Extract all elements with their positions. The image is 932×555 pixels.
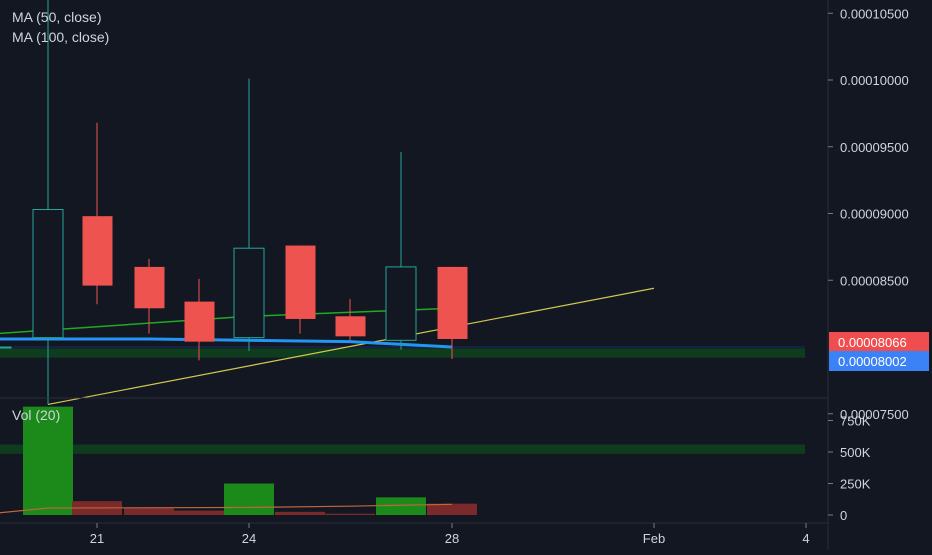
candle-body-down	[184, 301, 215, 342]
ma100-line	[0, 307, 453, 335]
volume-tick-label: 250K	[840, 477, 871, 492]
ma-price-tag	[829, 351, 929, 371]
candle-body-down	[82, 216, 113, 286]
volume-bar	[23, 406, 73, 515]
volume-tick-label: 0	[840, 508, 847, 523]
volume-legend-label: Vol (20)	[12, 407, 60, 423]
last-price-label: 0.00008066	[838, 335, 907, 350]
time-tick-label: 21	[90, 531, 104, 546]
price-pane[interactable]	[0, 0, 805, 454]
support-zone	[0, 348, 805, 358]
last-price-tag	[829, 332, 929, 352]
price-tick-label: 0.00010500	[840, 6, 909, 21]
time-tick-label: Feb	[643, 531, 665, 546]
trendline	[47, 287, 655, 405]
volume-bar	[224, 483, 274, 515]
volume-pane[interactable]	[0, 406, 477, 515]
volume-tick-label: 500K	[840, 445, 871, 460]
support-zone	[0, 444, 805, 454]
time-tick-label: 28	[445, 531, 459, 546]
volume-bar	[174, 510, 224, 515]
candle-body-down	[335, 316, 366, 337]
axes: 0.000130000.000125000.000120000.00011500…	[0, 0, 909, 550]
price-tags: 0.00008066 0.00008002	[829, 332, 929, 371]
time-tick-label: 24	[242, 531, 256, 546]
price-tick-label: 0.00009500	[840, 140, 909, 155]
candle-body-up	[233, 247, 265, 339]
candle-body-down	[134, 266, 165, 309]
volume-bar	[325, 513, 375, 515]
price-tick-label: 0.00008500	[840, 273, 909, 288]
volume-tick-label: 750K	[840, 414, 871, 429]
ma100-legend-label: MA (100, close)	[12, 29, 109, 45]
ma50-legend-label: MA (50, close)	[12, 9, 101, 25]
price-tick-label: 0.00010000	[840, 73, 909, 88]
ma-price-label: 0.00008002	[838, 354, 907, 369]
candle-body-up	[0, 346, 12, 349]
candle-body-up	[32, 208, 64, 339]
price-tick-label: 0.00007500	[840, 407, 909, 422]
volume-ma-line	[0, 503, 453, 514]
candle-body-down	[285, 245, 316, 319]
price-tick-label: 0.00009000	[840, 207, 909, 222]
candle-body-up	[385, 266, 417, 341]
volume-bar	[275, 511, 325, 515]
volume-bar	[124, 508, 174, 515]
candle-body-down	[437, 266, 468, 339]
volume-bar	[427, 503, 477, 515]
volume-bar	[376, 497, 426, 515]
time-tick-label: 4	[802, 531, 809, 546]
legend: MA (50, close) MA (100, close) Vol (20)	[12, 9, 109, 423]
